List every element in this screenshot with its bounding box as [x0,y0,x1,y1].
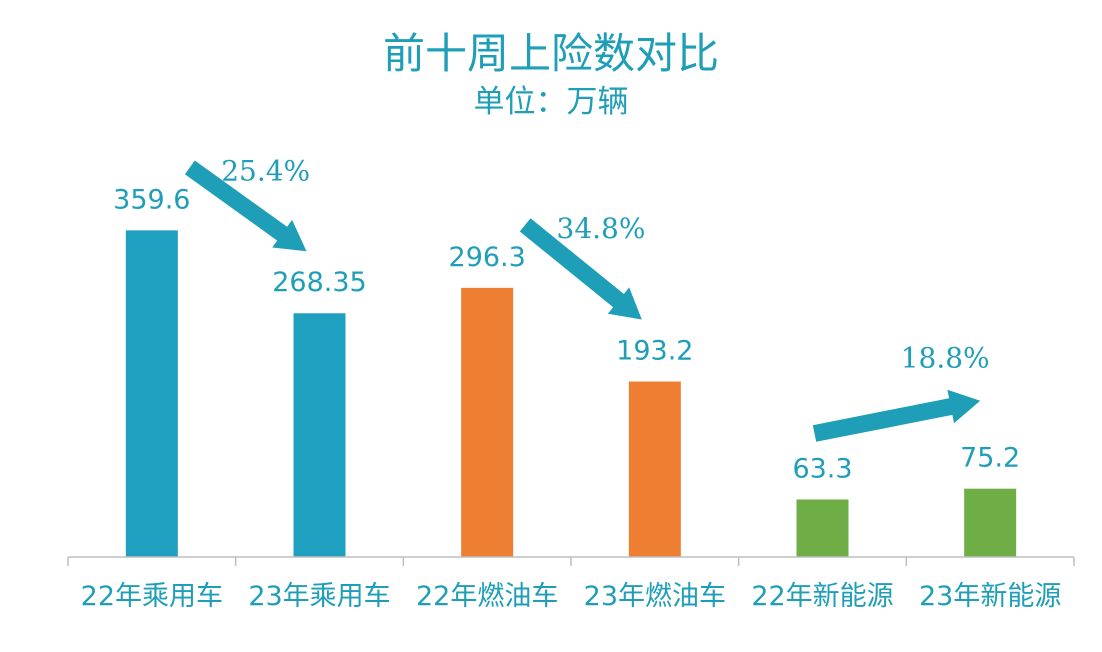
data-label-2: 268.35 [272,267,366,298]
data-label-1: 359.6 [113,184,190,215]
category-label-6: 23年新能源 [919,581,1061,612]
category-label-5: 22年新能源 [751,581,893,612]
x-axis: 22年乘用车 23年乘用车 22年燃油车 23年燃油车 22年新能源 23年新能源 [67,556,1075,612]
data-label-6: 75.2 [960,443,1020,474]
bar-1 [125,230,178,557]
bar-5 [796,499,849,557]
change-arrow-3 [812,389,981,442]
category-label-4: 23年燃油车 [584,581,726,612]
bar-4 [628,381,681,557]
change-label-2: 34.8% [557,212,646,245]
change-arrow-2 [519,218,642,320]
bars-layer: 359.6 268.35 296.3 193.2 63.3 75.2 [113,184,1020,557]
chart-title: 前十周上险数对比 [383,29,719,78]
category-label-3: 22年燃油车 [416,581,558,612]
category-label-1: 22年乘用车 [81,581,223,612]
change-arrow-1 [184,160,307,252]
bar-3 [461,287,514,557]
data-label-5: 63.3 [792,454,852,485]
data-label-3: 296.3 [449,242,526,273]
bar-2 [293,313,346,557]
bar-6 [964,488,1017,557]
category-label-2: 23年乘用车 [248,581,390,612]
chart-subtitle: 单位：万辆 [474,84,629,120]
change-label-3: 18.8% [901,342,990,375]
data-label-4: 193.2 [616,336,693,367]
change-label-1: 25.4% [221,154,310,187]
change-arrows: 25.4% 34.8% 18.8% [184,154,990,442]
